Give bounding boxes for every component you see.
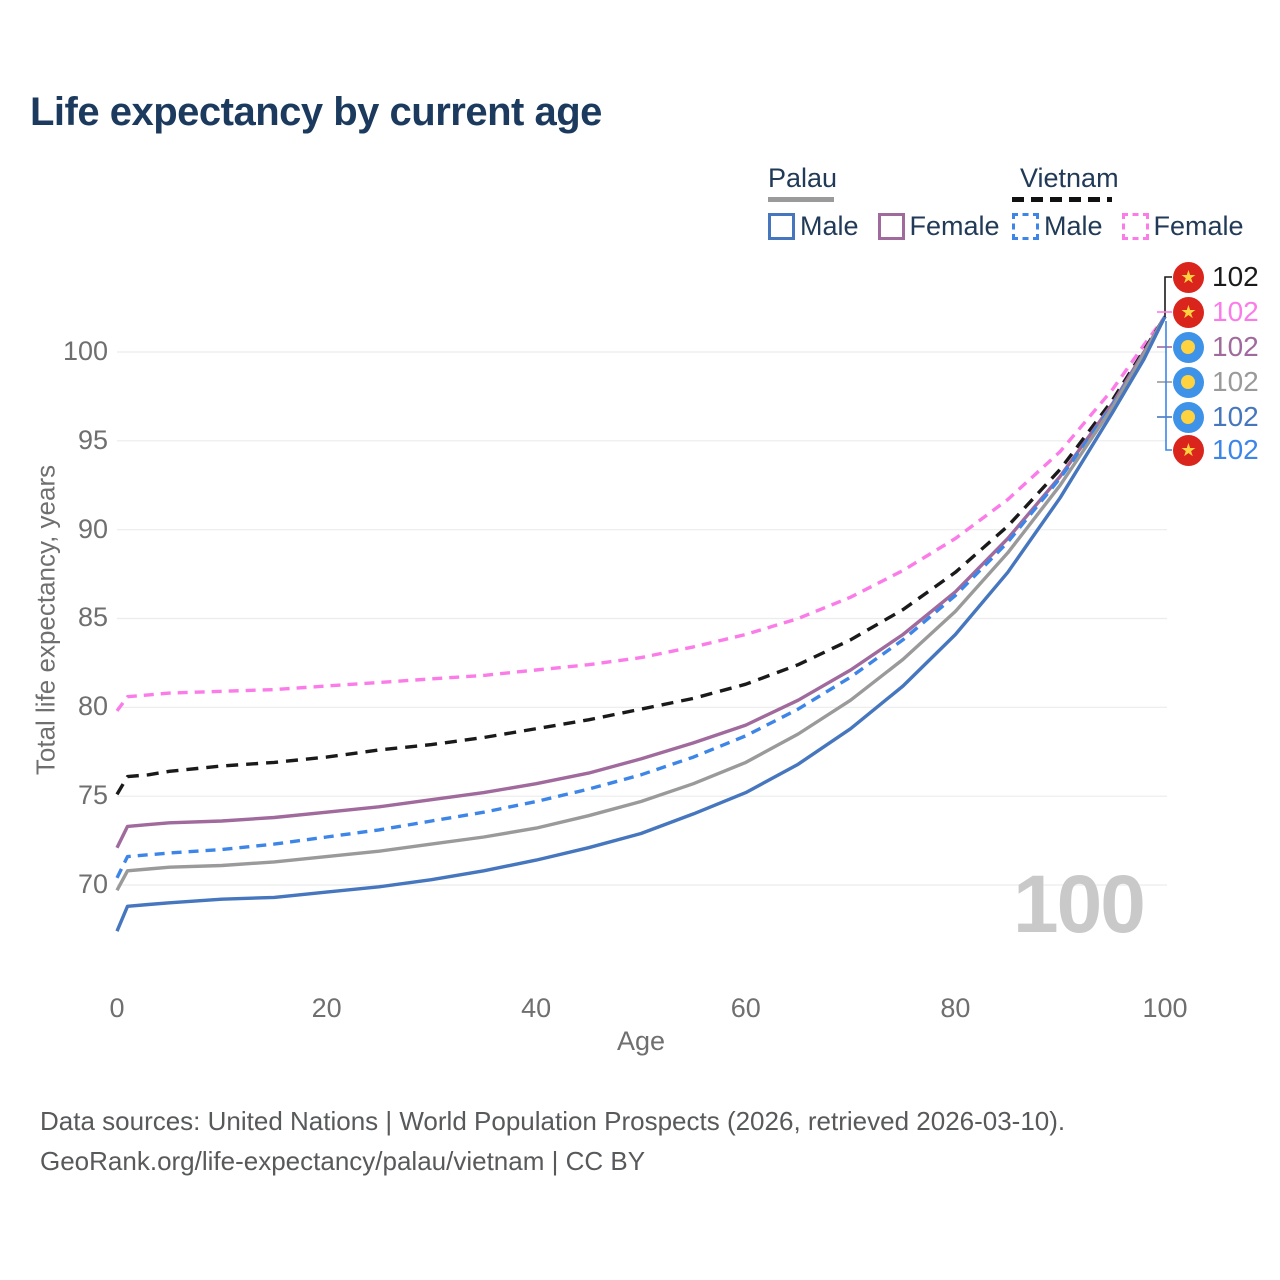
vietnam-flag-icon: ★ <box>1173 434 1204 466</box>
y-tick-label: 80 <box>77 691 108 722</box>
end-value: 102 <box>1212 434 1259 465</box>
end-label-leader-line <box>1165 321 1172 451</box>
legend-item-palau-male: Male <box>768 211 859 242</box>
end-label-vietnam-male: ★ 102 <box>1173 433 1259 467</box>
series-line-vietnam-female <box>115 315 1167 712</box>
legend-label: Male <box>800 211 859 241</box>
legend-item-palau-female: Female <box>877 211 1000 242</box>
vietnam-dashed-line-key <box>1012 197 1112 202</box>
y-tick-label: 75 <box>77 780 108 811</box>
legend-label: Male <box>1044 211 1103 241</box>
x-tick-label: 80 <box>940 993 971 1023</box>
end-value: 102 <box>1212 331 1259 362</box>
end-value: 102 <box>1212 366 1259 397</box>
data-sources-text: Data sources: United Nations | World Pop… <box>40 1106 1066 1136</box>
y-tick-label: 90 <box>77 513 108 544</box>
end-label-vietnam-total: ★ 102 <box>1173 260 1259 294</box>
vietnam-female-swatch-icon <box>1121 213 1149 240</box>
legend-group-palau: Palau Male Female <box>768 163 1000 242</box>
disc-icon <box>1180 375 1195 389</box>
disc-icon <box>1180 340 1195 354</box>
end-label-leader-line <box>1164 276 1172 317</box>
star-icon: ★ <box>1180 267 1197 287</box>
palau-flag-icon <box>1173 331 1204 363</box>
legend-country-palau: Palau <box>768 163 838 193</box>
series-line-palau-male <box>115 315 1167 932</box>
series-line-vietnam-total <box>115 315 1167 796</box>
page-title: Life expectancy by current age <box>30 90 602 134</box>
end-label-palau-female: 102 <box>1173 330 1259 364</box>
star-icon: ★ <box>1180 440 1197 460</box>
x-tick-label: 40 <box>521 993 552 1023</box>
legend-country-vietnam: Vietnam <box>1020 163 1119 193</box>
end-value: 102 <box>1212 261 1259 292</box>
vietnam-flag-icon: ★ <box>1173 261 1204 293</box>
series-line-palau-female <box>115 315 1167 849</box>
y-tick-label: 70 <box>77 869 108 899</box>
x-tick-label: 100 <box>1142 993 1188 1023</box>
age-indicator-watermark: 100 <box>1013 859 1146 950</box>
legend-label: Female <box>1153 211 1244 241</box>
legend-item-vietnam-female: Female <box>1121 211 1244 242</box>
vietnam-flag-icon: ★ <box>1173 296 1204 328</box>
end-label-palau-total: 102 <box>1173 365 1259 399</box>
attribution-link-text[interactable]: GeoRank.org/life-expectancy/palau/vietna… <box>40 1146 646 1176</box>
series-line-palau-total <box>115 315 1167 892</box>
end-value: 102 <box>1212 296 1259 327</box>
y-tick-label: 95 <box>77 424 108 455</box>
palau-solid-line-key <box>768 197 834 202</box>
legend-label: Female <box>909 211 1000 241</box>
end-label-vietnam-female: ★ 102 <box>1173 295 1259 329</box>
palau-flag-icon <box>1173 401 1204 433</box>
end-label-palau-male: 102 <box>1173 400 1259 434</box>
x-tick-label: 60 <box>730 993 761 1023</box>
x-axis-title: Age <box>616 1026 666 1056</box>
legend-group-vietnam: Vietnam Male Female <box>1012 163 1244 242</box>
disc-icon <box>1180 410 1195 424</box>
x-tick-label: 0 <box>109 993 125 1023</box>
vietnam-male-swatch-icon <box>1012 213 1039 240</box>
end-value: 102 <box>1212 401 1259 432</box>
y-tick-label: 85 <box>77 602 108 633</box>
palau-male-swatch-icon <box>768 213 795 240</box>
series-line-vietnam-male <box>115 315 1167 879</box>
legend-item-vietnam-male: Male <box>1012 211 1103 242</box>
y-axis-title: Total life expectancy, years <box>30 464 61 776</box>
palau-flag-icon <box>1173 366 1204 398</box>
palau-female-swatch-icon <box>877 213 905 240</box>
star-icon: ★ <box>1180 302 1197 322</box>
y-tick-label: 100 <box>62 335 108 366</box>
x-tick-label: 20 <box>311 993 342 1023</box>
